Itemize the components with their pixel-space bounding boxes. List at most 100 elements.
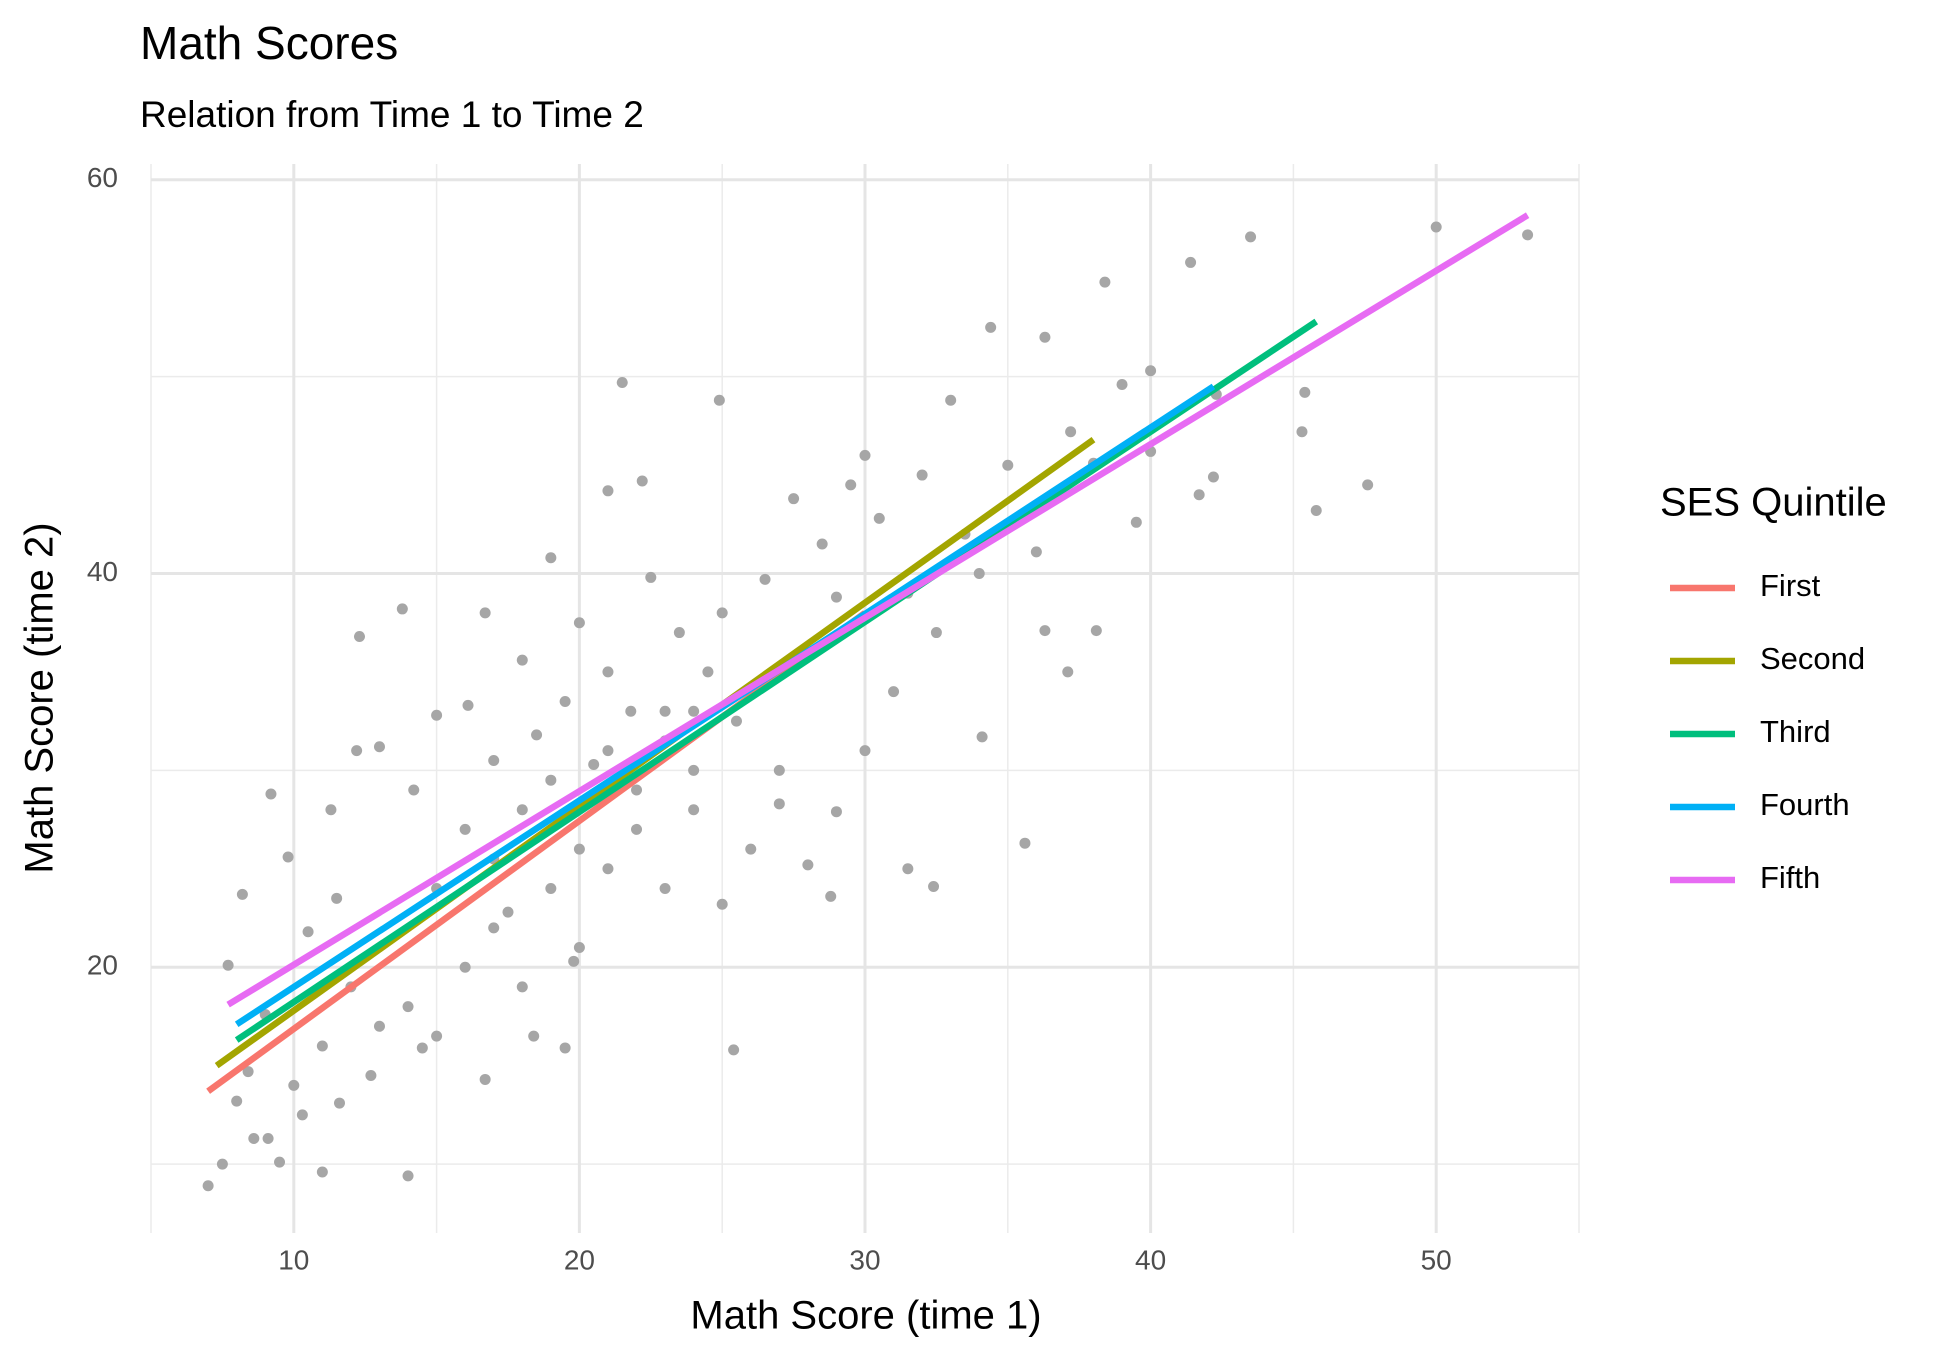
point	[688, 804, 700, 816]
point	[488, 922, 500, 934]
point	[202, 1180, 214, 1192]
point	[545, 882, 557, 894]
point	[659, 882, 671, 894]
point	[402, 1001, 414, 1013]
point	[602, 666, 614, 678]
point	[645, 571, 657, 583]
point	[408, 784, 420, 796]
point	[459, 961, 471, 973]
point	[274, 1156, 286, 1168]
point	[1039, 331, 1051, 343]
point	[1090, 625, 1102, 637]
point	[1062, 666, 1074, 678]
y-tick-label: 40	[87, 556, 118, 587]
point	[1362, 479, 1374, 491]
point	[716, 898, 728, 910]
point	[365, 1070, 377, 1082]
point	[479, 607, 491, 619]
point	[545, 552, 557, 564]
point	[573, 942, 585, 954]
point	[1299, 386, 1311, 398]
point	[416, 1042, 428, 1054]
point	[825, 890, 837, 902]
point	[373, 741, 385, 753]
point	[331, 892, 343, 904]
point	[973, 567, 985, 579]
point	[930, 627, 942, 639]
point	[296, 1109, 308, 1121]
point	[1030, 546, 1042, 558]
x-tick-label: 20	[564, 1244, 595, 1275]
point	[631, 823, 643, 835]
point	[1207, 471, 1219, 483]
point	[265, 788, 277, 800]
point	[353, 630, 365, 642]
point	[631, 784, 643, 796]
point	[830, 591, 842, 603]
point	[602, 485, 614, 497]
point	[659, 705, 671, 717]
point	[231, 1095, 243, 1107]
point	[1130, 516, 1142, 528]
point	[1039, 625, 1051, 637]
point	[1430, 221, 1442, 233]
point	[759, 573, 771, 585]
point	[431, 709, 443, 721]
point	[216, 1158, 228, 1170]
point	[730, 715, 742, 727]
x-tick-label: 10	[278, 1244, 309, 1275]
chart-title: Math Scores	[140, 17, 398, 69]
point	[516, 804, 528, 816]
point	[916, 469, 928, 481]
legend-label: First	[1760, 568, 1821, 603]
point	[928, 881, 940, 893]
legend-label: Fifth	[1760, 860, 1820, 895]
point	[573, 617, 585, 629]
point	[816, 538, 828, 550]
point	[1296, 426, 1308, 438]
point	[830, 806, 842, 818]
point	[873, 512, 885, 524]
y-tick-label: 20	[87, 950, 118, 981]
point	[713, 394, 725, 406]
point	[531, 729, 543, 741]
point	[559, 695, 571, 707]
legend-label: Second	[1760, 641, 1865, 676]
point	[402, 1170, 414, 1182]
point	[625, 705, 637, 717]
point	[728, 1044, 740, 1056]
point	[745, 843, 757, 855]
point	[859, 449, 871, 461]
point	[1185, 256, 1197, 268]
point	[688, 764, 700, 776]
point	[602, 745, 614, 757]
point	[802, 859, 814, 871]
point	[502, 906, 514, 918]
point	[1193, 489, 1205, 501]
point	[1522, 229, 1534, 241]
point	[462, 699, 474, 711]
point	[488, 755, 500, 767]
point	[636, 475, 648, 487]
point	[773, 798, 785, 810]
point	[373, 1020, 385, 1032]
point	[242, 1066, 254, 1078]
point	[431, 1030, 443, 1042]
point	[325, 804, 337, 816]
x-tick-label: 50	[1421, 1244, 1452, 1275]
point	[396, 603, 408, 615]
point	[976, 731, 988, 743]
point	[302, 926, 314, 938]
point	[716, 607, 728, 619]
regression-line	[226, 212, 1530, 1008]
point	[559, 1042, 571, 1054]
x-tick-label: 30	[849, 1244, 880, 1275]
y-tick-label: 60	[87, 162, 118, 193]
point	[573, 843, 585, 855]
point	[479, 1073, 491, 1085]
point	[945, 394, 957, 406]
point	[985, 321, 997, 333]
point	[773, 764, 785, 776]
point	[351, 745, 363, 757]
point	[1116, 378, 1128, 390]
